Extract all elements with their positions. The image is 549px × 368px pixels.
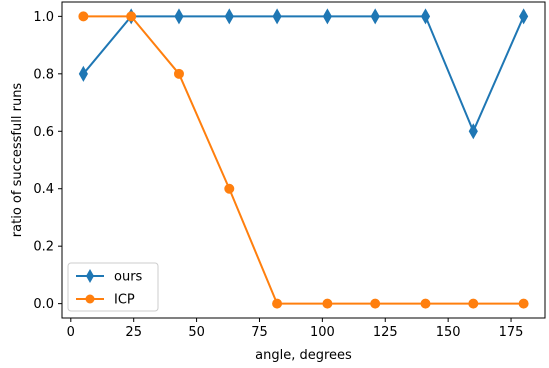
legend-label: ICP bbox=[114, 293, 135, 308]
data-point-icp bbox=[78, 11, 89, 22]
y-tick-label: 1.0 bbox=[33, 10, 54, 25]
axes-frame bbox=[61, 1, 546, 319]
data-point-icp bbox=[420, 298, 431, 309]
series-icp bbox=[78, 11, 529, 309]
data-point-icp bbox=[468, 298, 479, 309]
x-tick-label: 75 bbox=[251, 325, 268, 340]
data-point-ours bbox=[420, 8, 431, 25]
data-point-ours bbox=[519, 8, 529, 25]
x-tick-label: 150 bbox=[436, 325, 461, 340]
axes: 0 25 50 75 100 125 150 175 0.0 0.2 0.4 0.6 0.8 1.0 bbox=[33, 1, 546, 340]
legend-marker bbox=[86, 269, 94, 283]
x-axis-label: angle, degrees bbox=[255, 348, 352, 363]
x-tick-label: 125 bbox=[373, 325, 398, 340]
data-point-ours bbox=[174, 8, 184, 25]
legend-box bbox=[67, 262, 159, 312]
y-axis-label: ratio of successfull runs bbox=[10, 83, 25, 238]
legend: ours ICP bbox=[67, 262, 159, 312]
data-point-ours bbox=[78, 65, 88, 82]
x-tick-label: 0 bbox=[67, 325, 75, 340]
data-point-ours bbox=[468, 123, 478, 140]
data-point-icp bbox=[126, 11, 137, 22]
legend-label: ours bbox=[114, 270, 143, 285]
data-point-ours bbox=[370, 8, 380, 25]
data-point-ours bbox=[322, 8, 332, 25]
data-point-icp bbox=[272, 298, 283, 309]
y-tick-label: 0.2 bbox=[33, 240, 54, 255]
data-point-icp bbox=[322, 298, 333, 309]
legend-item-icp: ICP bbox=[76, 293, 135, 308]
data-point-icp bbox=[173, 68, 184, 79]
y-tick-label: 0.8 bbox=[33, 67, 54, 82]
data-point-icp bbox=[224, 183, 235, 194]
legend-marker bbox=[85, 294, 95, 304]
plot-area bbox=[78, 8, 529, 309]
y-tick-label: 0.6 bbox=[33, 125, 54, 140]
x-tick-label: 175 bbox=[499, 325, 524, 340]
data-point-icp bbox=[370, 298, 381, 309]
data-point-ours bbox=[224, 8, 234, 25]
series-line-ours bbox=[81, 15, 525, 133]
y-tick-label: 0.4 bbox=[33, 182, 54, 197]
y-tick-label: 0.0 bbox=[33, 297, 54, 312]
legend-item-ours: ours bbox=[76, 269, 143, 285]
data-point-icp bbox=[518, 298, 529, 309]
series-line-icp bbox=[82, 15, 525, 305]
data-point-ours bbox=[272, 8, 282, 25]
x-tick-label: 100 bbox=[310, 325, 335, 340]
x-tick-label: 50 bbox=[188, 325, 205, 340]
x-tick-label: 25 bbox=[125, 325, 142, 340]
